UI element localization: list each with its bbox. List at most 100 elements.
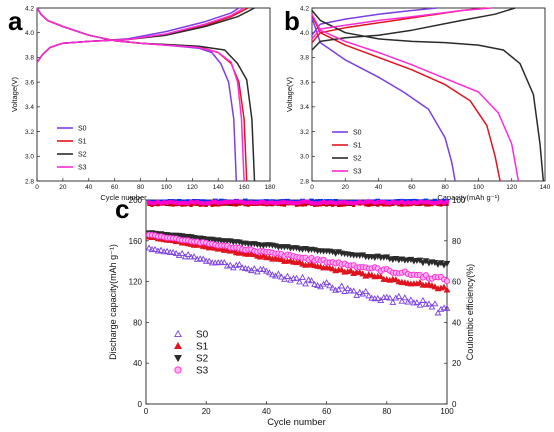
capacity-point-S0 (145, 244, 153, 251)
capacity-point-S2 (332, 250, 339, 257)
legend-marker-S1 (174, 341, 182, 350)
capacity-point-S0 (205, 257, 213, 264)
capacity-point-S0 (196, 255, 204, 262)
y2-tick-label: 80 (452, 237, 461, 246)
efficiency-point-S1 (213, 203, 217, 207)
efficiency-point-S1 (300, 203, 305, 207)
legend-label-S3: S3 (78, 165, 87, 172)
x-tick-label: 20 (202, 407, 211, 416)
efficiency-point-S1 (222, 202, 226, 206)
y-tick-label: 80 (133, 318, 142, 327)
series-line-S2-discharge (36, 7, 256, 182)
panel-letter-b: b (284, 6, 300, 36)
capacity-point-S0 (281, 275, 288, 282)
efficiency-point-S1 (382, 203, 386, 207)
capacity-point-S0 (368, 294, 376, 301)
efficiency-point-S1 (445, 202, 449, 206)
capacity-point-S1 (440, 283, 448, 290)
efficiency-point-S1 (376, 203, 380, 207)
legend-label-S0: S0 (78, 126, 87, 133)
capacity-point-S0 (350, 287, 358, 294)
x-tick-label: 140 (213, 184, 224, 191)
x-tick-label: 40 (85, 184, 93, 191)
y-tick-label: 3.6 (25, 79, 34, 86)
capacity-point-S0 (157, 246, 165, 253)
capacity-point-S0 (308, 277, 315, 284)
series-line-S2-discharge (311, 10, 545, 182)
series-line-S3-discharge (311, 13, 520, 182)
efficiency-point-S1 (337, 203, 341, 207)
x-tick-label: 40 (262, 407, 271, 416)
y-axis-label: Discharge capacity(mAh g⁻¹) (108, 244, 118, 360)
x-tick-label: 60 (322, 407, 331, 416)
series-line-S3-charge (311, 7, 492, 40)
capacity-point-S1 (296, 258, 303, 265)
capacity-point-S0 (341, 287, 349, 294)
plot-frame (36, 7, 271, 182)
capacity-point-S0 (190, 253, 198, 260)
legend-label-S1: S1 (353, 143, 362, 150)
x-tick-label: 60 (111, 184, 119, 191)
capacity-point-S0 (302, 280, 309, 287)
capacity-point-S0 (362, 287, 370, 294)
capacity-point-S0 (374, 294, 382, 301)
capacity-point-S0 (257, 265, 264, 272)
y2-tick-label: 100 (452, 196, 466, 205)
efficiency-point-S1 (189, 203, 193, 207)
capacity-point-S0 (356, 288, 364, 295)
capacity-point-S0 (287, 276, 294, 283)
x-tick-label: 120 (187, 184, 198, 191)
capacity-point-S0 (226, 261, 234, 268)
y-tick-label: 200 (129, 196, 143, 205)
plot-frame (311, 7, 546, 182)
y-axis-label: Voltage(V) (10, 76, 19, 112)
y-tick-label: 2.8 (25, 178, 34, 185)
y-tick-label: 160 (129, 237, 143, 246)
plot-frame (145, 199, 448, 405)
panel-letter-c: c (115, 194, 129, 224)
capacity-point-S0 (311, 280, 318, 287)
legend-label-S2: S2 (353, 156, 362, 163)
y-tick-label: 3.8 (25, 55, 34, 62)
capacity-point-S0 (263, 267, 270, 274)
efficiency-point-S1 (171, 203, 175, 207)
y-tick-label: 4.2 (300, 5, 309, 12)
capacity-point-S2 (443, 260, 451, 267)
efficiency-point-S1 (156, 203, 160, 207)
efficiency-point-S1 (370, 203, 374, 207)
x-tick-label: 40 (375, 184, 383, 191)
x-tick-label: 0 (144, 407, 149, 416)
capacity-point-S0 (278, 273, 285, 280)
y-tick-label: 4.2 (25, 5, 34, 12)
y-tick-label: 0 (138, 400, 143, 409)
x-axis-label: Capacity(mAh g⁻¹) (437, 193, 500, 202)
efficiency-point-S1 (210, 203, 214, 207)
series-line-S1-discharge (36, 7, 248, 182)
efficiency-point-S1 (331, 203, 335, 207)
capacity-point-S1 (250, 251, 258, 258)
y-tick-label: 3.2 (300, 129, 309, 136)
efficiency-point-S1 (279, 203, 284, 207)
capacity-point-S0 (395, 292, 403, 299)
capacity-point-S0 (275, 270, 282, 277)
y-axis-label: Voltage(V) (285, 76, 294, 112)
efficiency-point-S1 (400, 203, 404, 207)
capacity-point-S0 (184, 250, 192, 258)
x-tick-label: 100 (473, 184, 484, 191)
legend-label-S2: S2 (196, 354, 209, 365)
efficiency-point-S1 (367, 203, 371, 207)
x-tick-label: 160 (239, 184, 250, 191)
y2-tick-label: 0 (452, 400, 457, 409)
capacity-point-S0 (238, 264, 246, 271)
capacity-point-S1 (338, 266, 346, 273)
x-tick-label: 120 (506, 184, 517, 191)
capacity-point-S0 (178, 249, 186, 256)
capacity-point-S0 (305, 276, 312, 283)
capacity-point-S0 (244, 265, 252, 272)
y-tick-label: 3.8 (300, 55, 309, 62)
capacity-point-S0 (407, 296, 415, 303)
efficiency-point-S1 (234, 203, 238, 207)
capacity-point-S1 (266, 254, 273, 261)
efficiency-point-S1 (340, 203, 344, 207)
capacity-point-S3 (443, 278, 451, 285)
